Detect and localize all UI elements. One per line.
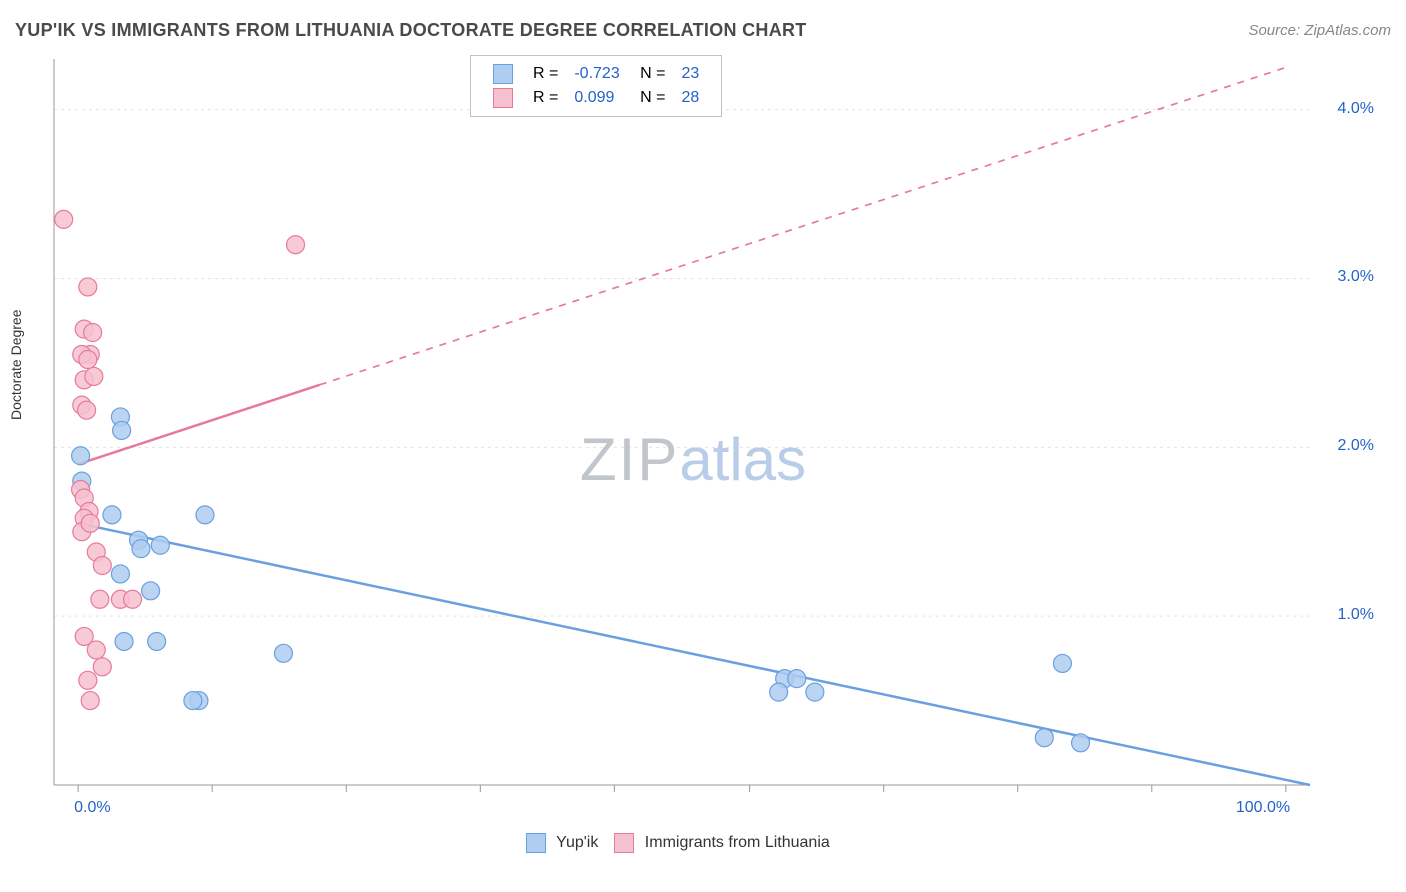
legend-r-label: R = [525,86,566,110]
y-tick-label: 3.0% [1338,268,1374,286]
stats-legend: R =-0.723 N =23 R =0.099 N =28 [470,55,722,117]
y-tick-label: 2.0% [1338,437,1374,455]
legend-r-value: -0.723 [566,62,627,86]
chart-title: YUP'IK VS IMMIGRANTS FROM LITHUANIA DOCT… [15,20,807,41]
source-label: Source: ZipAtlas.com [1248,22,1391,39]
legend-n-value: 28 [674,86,708,110]
legend-n-value: 23 [674,62,708,86]
y-tick-label: 4.0% [1338,100,1374,118]
y-tick-label: 1.0% [1338,606,1374,624]
legend-label: Yup'ik [552,834,598,851]
legend-r-value: 0.099 [566,86,627,110]
legend-swatch [526,833,546,853]
legend-r-label: R = [525,62,566,86]
legend-label: Immigrants from Lithuania [640,834,829,851]
legend-swatch [614,833,634,853]
scatter-chart [50,55,1380,825]
x-tick-label: 0.0% [74,799,110,817]
series-legend: Yup'ik Immigrants from Lithuania [510,833,830,853]
legend-swatch [493,64,513,84]
legend-n-label: N = [628,62,674,86]
y-axis-label: Doctorate Degree [8,309,24,420]
legend-swatch [493,88,513,108]
legend-n-label: N = [628,86,674,110]
x-tick-label: 100.0% [1236,799,1290,817]
plot-area: ZIPatlas R =-0.723 N =23R =0.099 N =28 Y… [50,55,1380,825]
